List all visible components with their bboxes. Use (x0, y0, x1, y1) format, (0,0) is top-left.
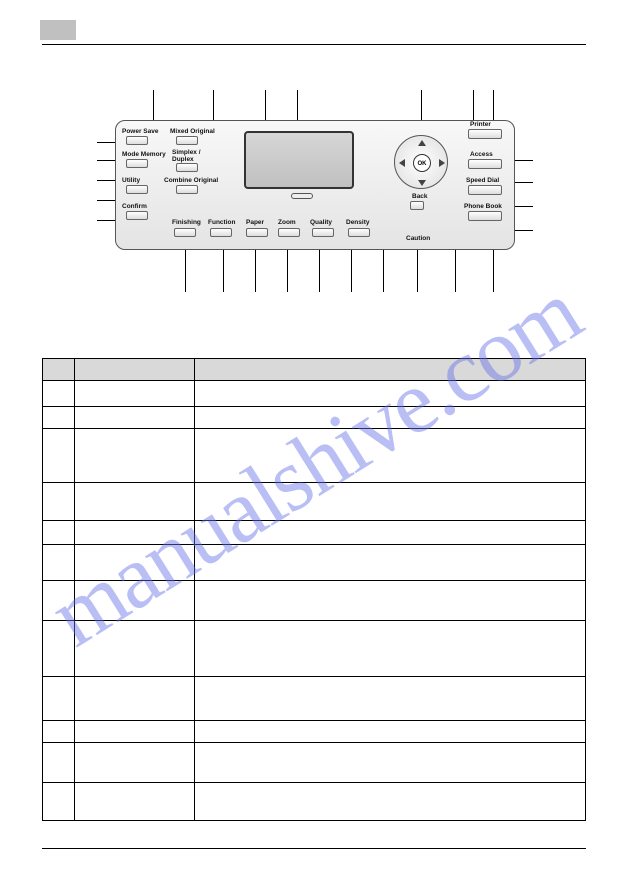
table-row (43, 581, 586, 621)
header-rule (42, 44, 586, 45)
label-speed-dial: Speed Dial (466, 177, 499, 184)
button-simplex-duplex[interactable] (176, 163, 198, 172)
arrow-up-icon[interactable] (418, 140, 426, 146)
label-simplex-duplex: Simplex /Duplex (172, 149, 201, 163)
table-row (43, 783, 586, 821)
panel-body: Power Save Mixed Original Mode Memory Si… (115, 120, 515, 250)
header-tab (40, 20, 76, 40)
col-name (75, 359, 195, 381)
dpad[interactable]: OK (394, 135, 448, 189)
label-confirm: Confirm (122, 203, 147, 210)
arrow-left-icon[interactable] (399, 159, 405, 167)
label-density: Density (346, 219, 369, 226)
table-row (43, 429, 586, 483)
button-zoom[interactable] (278, 228, 300, 237)
button-confirm[interactable] (126, 211, 148, 220)
table-row (43, 521, 586, 545)
button-phone-book[interactable] (468, 211, 502, 221)
label-mixed-original: Mixed Original (170, 128, 215, 135)
button-paper[interactable] (246, 228, 268, 237)
button-back[interactable] (410, 201, 424, 210)
col-no (43, 359, 75, 381)
label-printer: Printer (470, 121, 491, 128)
table-row (43, 743, 586, 783)
label-caution: Caution (406, 235, 430, 242)
footer-rule (42, 848, 586, 849)
label-quality: Quality (310, 219, 332, 226)
label-back: Back (412, 193, 428, 200)
table-header-row (43, 359, 586, 381)
table-row (43, 483, 586, 521)
arrow-right-icon[interactable] (439, 159, 445, 167)
label-phone-book: Phone Book (464, 203, 502, 210)
button-combine-original[interactable] (176, 185, 198, 194)
table-row (43, 381, 586, 407)
lcd-display (244, 131, 354, 189)
ok-button[interactable]: OK (413, 154, 431, 172)
table-row (43, 721, 586, 743)
button-power-save[interactable] (126, 136, 148, 145)
label-finishing: Finishing (172, 219, 201, 226)
button-density[interactable] (348, 228, 370, 237)
table-row (43, 407, 586, 429)
label-power-save: Power Save (122, 128, 159, 135)
arrow-down-icon[interactable] (418, 180, 426, 186)
col-desc (195, 359, 586, 381)
button-speed-dial[interactable] (468, 185, 502, 195)
label-paper: Paper (246, 219, 264, 226)
label-zoom: Zoom (278, 219, 296, 226)
button-mixed-original[interactable] (176, 136, 198, 145)
button-finishing[interactable] (174, 228, 196, 237)
button-mode-memory[interactable] (126, 159, 148, 168)
label-utility: Utility (122, 177, 140, 184)
label-access: Access (470, 151, 493, 158)
button-function[interactable] (210, 228, 232, 237)
table-row (43, 677, 586, 721)
button-printer[interactable] (468, 129, 502, 139)
label-mode-memory: Mode Memory (122, 151, 166, 158)
button-utility[interactable] (126, 185, 148, 194)
table-row (43, 621, 586, 677)
button-quality[interactable] (312, 228, 334, 237)
description-table (42, 358, 586, 821)
button-access[interactable] (468, 159, 502, 169)
label-function: Function (208, 219, 235, 226)
table-row (43, 545, 586, 581)
control-panel-diagram: Power Save Mixed Original Mode Memory Si… (115, 90, 515, 270)
label-combine-original: Combine Original (164, 177, 218, 184)
lcd-indicator (291, 193, 313, 199)
